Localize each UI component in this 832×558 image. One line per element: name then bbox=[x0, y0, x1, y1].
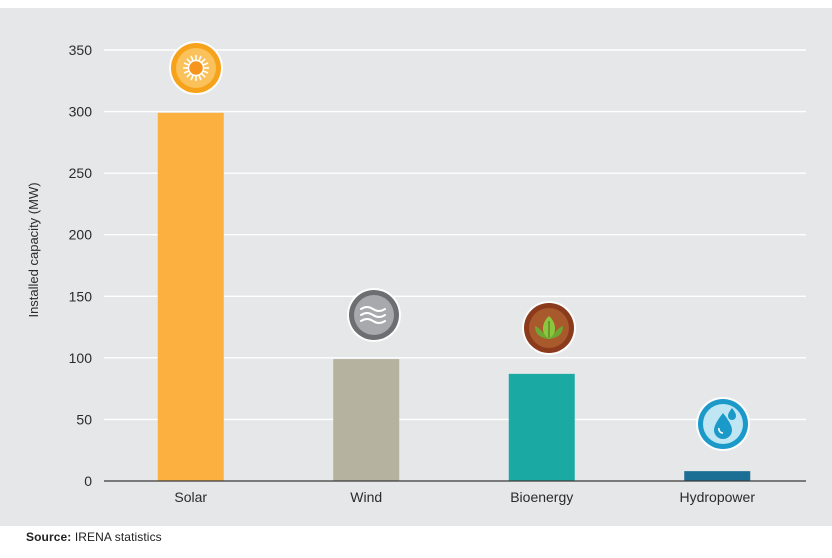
y-tick-label: 300 bbox=[69, 104, 93, 120]
y-tick-label: 350 bbox=[69, 42, 93, 58]
bar-hydropower bbox=[684, 471, 750, 481]
source-label: Source: bbox=[26, 530, 71, 544]
water-drop-icon bbox=[696, 397, 750, 451]
y-tick-label: 50 bbox=[76, 411, 92, 427]
y-tick-label: 100 bbox=[69, 350, 93, 366]
y-tick-label: 200 bbox=[69, 227, 93, 243]
bar-bioenergy bbox=[509, 374, 575, 481]
source-text: IRENA statistics bbox=[71, 530, 161, 544]
y-axis-tick-labels: 0 50 100 150 200 250 300 350 bbox=[69, 42, 93, 489]
wind-icon bbox=[347, 288, 401, 342]
x-tick-label: Wind bbox=[350, 489, 382, 505]
x-tick-label: Hydropower bbox=[680, 489, 756, 505]
y-tick-label: 150 bbox=[69, 288, 93, 304]
y-axis-title: Installed capacity (MW) bbox=[26, 182, 41, 317]
y-tick-label: 0 bbox=[84, 473, 92, 489]
x-tick-label: Solar bbox=[174, 489, 207, 505]
leaf-icon bbox=[522, 301, 576, 355]
bar-chart: 0 50 100 150 200 250 300 350 Installed capacity… bbox=[0, 0, 832, 526]
bar-solar bbox=[158, 113, 224, 481]
x-axis-category-labels: Solar Wind Bioenergy Hydropower bbox=[174, 489, 755, 505]
source-note: Source: IRENA statistics bbox=[26, 530, 162, 544]
category-icons bbox=[169, 41, 750, 451]
sun-icon bbox=[169, 41, 223, 95]
x-tick-label: Bioenergy bbox=[510, 489, 573, 505]
bar-wind bbox=[333, 359, 399, 481]
y-tick-label: 250 bbox=[69, 165, 93, 181]
